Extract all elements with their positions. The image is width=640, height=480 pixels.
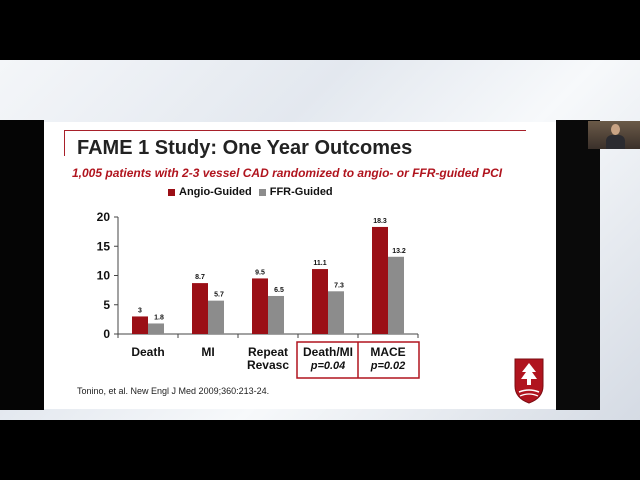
x-category-label: MACE	[370, 345, 405, 359]
legend-item-ffr: FFR-Guided	[258, 186, 333, 198]
x-category-label: Repeat	[248, 345, 288, 359]
title-vertical-rule	[64, 130, 65, 156]
university-shield-logo	[514, 358, 544, 404]
data-label: 8.7	[195, 274, 205, 281]
legend-swatch-angio	[168, 188, 175, 196]
slide-subtitle: 1,005 patients with 2-3 vessel CAD rando…	[72, 166, 503, 180]
legend-swatch-ffr	[258, 188, 266, 196]
speaker-head	[611, 124, 620, 135]
speaker-torso	[606, 135, 625, 149]
y-tick-label: 5	[103, 298, 110, 312]
y-tick-label: 0	[103, 327, 110, 341]
bar-angio	[312, 269, 328, 334]
data-label: 5.7	[214, 292, 224, 299]
presentation-slide: FAME 1 Study: One Year Outcomes 1,005 pa…	[44, 122, 556, 409]
data-label: 1.8	[154, 314, 164, 321]
p-value-label: p=0.02	[370, 360, 406, 372]
p-value-label: p=0.04	[310, 360, 346, 372]
bar-angio	[252, 278, 268, 334]
bar-chart: 0 5 10 15 20 3 1.8 Death 8.7 5.7 MI 9.5 6.5 RepeatRev…	[97, 210, 420, 379]
bar-angio	[192, 283, 208, 334]
y-tick-label: 15	[97, 239, 111, 253]
data-label: 11.1	[313, 260, 326, 267]
chart-legend: Angio-Guided FFR-Guided	[168, 186, 340, 198]
data-label: 18.3	[373, 218, 387, 225]
x-category-label: Revasc	[247, 358, 289, 372]
x-category-label: Death/MI	[303, 345, 353, 359]
data-label: 6.5	[274, 287, 284, 294]
bar-angio	[372, 226, 388, 334]
data-label: 9.5	[255, 269, 265, 276]
bar-ffr	[208, 300, 224, 334]
bar-angio	[132, 316, 148, 334]
data-label: 7.3	[334, 282, 344, 289]
legend-label-ffr: FFR-Guided	[269, 186, 333, 198]
bar-ffr	[328, 291, 344, 334]
data-label: 3	[138, 307, 142, 314]
bar-ffr	[388, 256, 404, 334]
bar-ffr	[148, 323, 164, 334]
slide-title: FAME 1 Study: One Year Outcomes	[77, 137, 413, 159]
y-tick-label: 10	[97, 269, 111, 283]
legend-item-angio: Angio-Guided	[168, 186, 252, 198]
title-rule	[64, 130, 526, 131]
legend-label-angio: Angio-Guided	[179, 186, 252, 198]
citation: Tonino, et al. New Engl J Med 2009;360:2…	[77, 386, 270, 396]
data-label: 13.2	[392, 248, 406, 255]
right-dark-panel	[556, 120, 600, 410]
y-tick-label: 20	[97, 210, 111, 224]
bar-ffr	[268, 295, 284, 334]
x-category-label: MI	[201, 345, 214, 359]
speaker-webcam-thumbnail	[588, 121, 640, 149]
left-dark-panel	[0, 120, 44, 410]
x-category-label: Death	[131, 345, 164, 359]
